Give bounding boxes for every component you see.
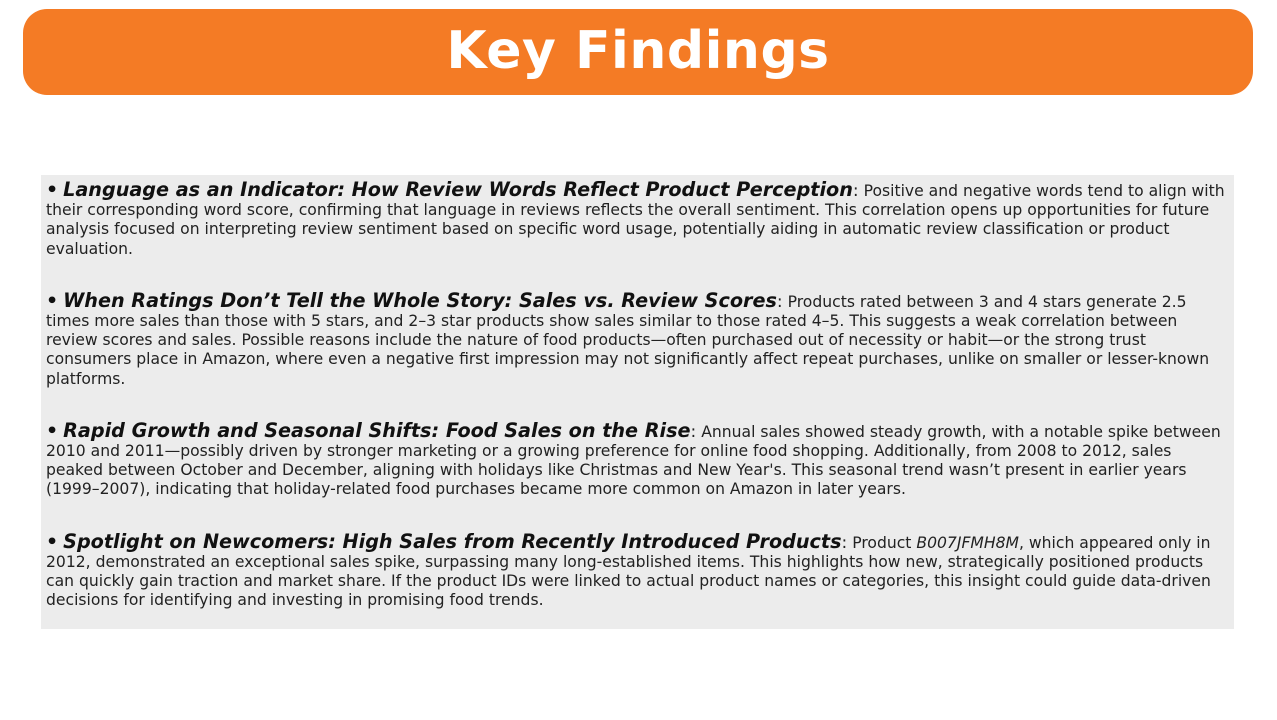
page-title: Key Findings bbox=[446, 21, 830, 81]
finding-separator: : bbox=[852, 181, 859, 201]
bullet-icon: • bbox=[46, 530, 59, 553]
finding-item: • Spotlight on Newcomers: High Sales fro… bbox=[46, 532, 1230, 611]
finding-heading: Spotlight on Newcomers: High Sales from … bbox=[63, 529, 842, 553]
finding-item: • Rapid Growth and Seasonal Shifts: Food… bbox=[46, 421, 1230, 500]
finding-heading: Rapid Growth and Seasonal Shifts: Food S… bbox=[63, 418, 691, 442]
finding-body: Products rated between 3 and 4 stars gen… bbox=[46, 292, 1210, 388]
finding-separator: : bbox=[841, 532, 848, 553]
finding-body-prefix: Product bbox=[852, 533, 912, 552]
finding-body: , which appeared only in 2012, demonstra… bbox=[46, 533, 1211, 610]
product-id: B007JFMH8M bbox=[916, 533, 1019, 552]
finding-heading: When Ratings Don’t Tell the Whole Story:… bbox=[63, 288, 777, 312]
finding-heading: Language as an Indicator: How Review Wor… bbox=[63, 178, 853, 201]
bullet-icon: • bbox=[46, 419, 59, 442]
bullet-icon: • bbox=[46, 289, 59, 312]
title-banner: Key Findings bbox=[23, 9, 1253, 95]
finding-item: • Language as an Indicator: How Review W… bbox=[46, 180, 1230, 259]
findings-panel: • Language as an Indicator: How Review W… bbox=[41, 175, 1234, 629]
finding-separator: : bbox=[776, 291, 783, 312]
bullet-icon: • bbox=[46, 179, 59, 201]
finding-separator: : bbox=[690, 421, 697, 442]
finding-body: Annual sales showed steady growth, with … bbox=[46, 422, 1221, 499]
finding-body: Positive and negative words tend to alig… bbox=[46, 182, 1225, 258]
finding-item: • When Ratings Don’t Tell the Whole Stor… bbox=[46, 291, 1230, 389]
